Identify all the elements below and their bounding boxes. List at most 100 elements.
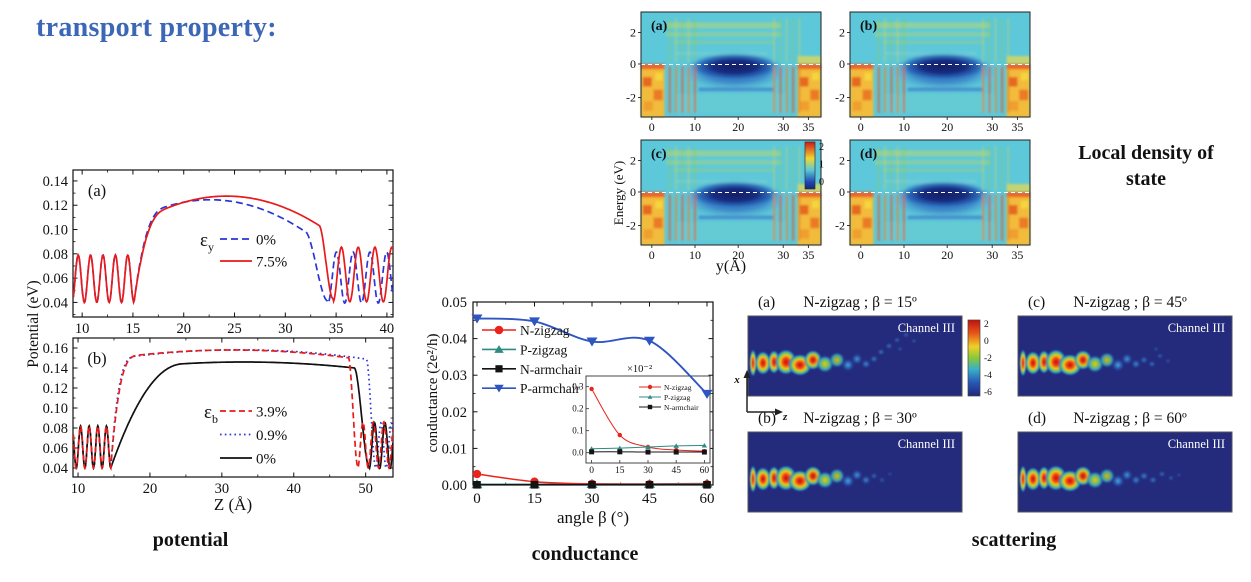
y-axis-label: Potential (eV) bbox=[25, 280, 42, 367]
ldos-panel-(b): (b) bbox=[849, 11, 1031, 118]
panel-label: (d) bbox=[1028, 410, 1046, 427]
panel-label: (a) bbox=[88, 181, 106, 200]
tick-label: 30 bbox=[215, 481, 230, 497]
tick-label: 0 bbox=[649, 120, 655, 134]
tick-label: 10 bbox=[689, 120, 701, 134]
y-axis-label: Energy (eV) bbox=[611, 161, 626, 225]
tick-label: 0 bbox=[473, 491, 481, 507]
ldos-title-line1: Local density of bbox=[1078, 142, 1214, 164]
channel-label: Channel III bbox=[1168, 321, 1225, 335]
colorbar-tick: 0 bbox=[819, 177, 824, 188]
legend-label: 0% bbox=[256, 452, 276, 468]
tick-label: 50 bbox=[358, 481, 373, 497]
inset-scale-label: ×10⁻² bbox=[627, 364, 652, 375]
ldos-figure: (a)20-20 10 20 30 35(b)20-20 10 20 30 35(c)20-20… bbox=[611, 11, 1031, 275]
channel-label: Channel III bbox=[898, 321, 955, 335]
conductance-inset: 0.0 0.1 0.2 0.3 0 15 30 45 60 ×10⁻² N-zigzagP-zigz… bbox=[572, 364, 711, 476]
tick-label: 10 bbox=[71, 481, 86, 497]
caption-scattering: scattering bbox=[971, 529, 1057, 551]
series-3.9% bbox=[73, 349, 393, 472]
tick-label: 0.02 bbox=[442, 405, 467, 421]
legend-label: 7.5% bbox=[256, 255, 287, 271]
channel-label: Channel III bbox=[1168, 437, 1225, 451]
panel-title: N-zigzag ; β = 45º bbox=[1073, 294, 1187, 311]
series-0% bbox=[73, 361, 393, 471]
ldos-panel-(a): (a) bbox=[640, 11, 822, 118]
legend-label: N-armchair bbox=[520, 362, 583, 377]
panel-label: (c) bbox=[1028, 294, 1045, 311]
tick-label: -2 bbox=[835, 91, 845, 105]
scattering-panel-(c): Channel III bbox=[1017, 315, 1233, 397]
tick-label: 0.08 bbox=[43, 247, 68, 263]
tick-label: 60 bbox=[700, 466, 710, 476]
panel-title: N-zigzag ; β = 60º bbox=[1073, 410, 1187, 427]
tick-label: 0.06 bbox=[43, 271, 68, 287]
ldos-panel-(d): (d) bbox=[849, 139, 1031, 246]
channel-label: Channel III bbox=[898, 437, 955, 451]
legend-label: P-armchair bbox=[520, 381, 580, 396]
tick-label: 2 bbox=[630, 153, 636, 167]
tick-label: -2 bbox=[626, 91, 636, 105]
tick-label: 10 bbox=[898, 120, 910, 134]
panel-label: (d) bbox=[860, 147, 877, 162]
tick-label: 0 bbox=[589, 466, 594, 476]
scattering-panel-(d): Channel III bbox=[1017, 431, 1233, 513]
panel-label: (b) bbox=[758, 410, 776, 427]
panel-label: (b) bbox=[87, 349, 106, 368]
page-title: transport property: bbox=[36, 12, 277, 43]
tick-label: 35 bbox=[1011, 248, 1023, 262]
tick-label: 0.01 bbox=[442, 441, 467, 457]
x-axis-arrow-label: x bbox=[733, 374, 740, 386]
tick-label: 30 bbox=[278, 321, 293, 337]
ldos-panel-(c): (c) bbox=[640, 139, 822, 246]
scattering-colorbar bbox=[967, 319, 981, 397]
caption-potential: potential bbox=[152, 529, 229, 551]
tick-label: 20 bbox=[732, 120, 744, 134]
tick-label: -2 bbox=[626, 219, 636, 233]
tick-label: 10 bbox=[75, 321, 90, 337]
tick-label: 0.12 bbox=[43, 381, 68, 397]
tick-label: 0 bbox=[630, 57, 636, 71]
scattering-panel-(a): Channel III bbox=[747, 315, 963, 397]
tick-label: 25 bbox=[227, 321, 242, 337]
tick-label: 30 bbox=[986, 120, 998, 134]
ldos-title: Local density of state bbox=[1042, 140, 1250, 192]
potential-figure: 10 15 20 25 30 35 40 0.04 0.06 0.08 0.10 0.12 0.14 (a… bbox=[25, 169, 395, 514]
tick-label: 40 bbox=[380, 321, 395, 337]
tick-label: 45 bbox=[642, 491, 657, 507]
scattering-panel-(b): Channel III bbox=[747, 431, 963, 513]
tick-label: 2 bbox=[839, 153, 845, 167]
legend-label: 0% bbox=[256, 233, 276, 249]
tick-label: 0.06 bbox=[43, 441, 68, 457]
tick-label: 15 bbox=[615, 466, 625, 476]
series-7.5% bbox=[73, 195, 393, 305]
tick-label: 0.04 bbox=[442, 332, 468, 348]
x-axis-label: angle β (°) bbox=[557, 508, 629, 527]
colorbar-tick: 1 bbox=[819, 160, 824, 171]
tick-label: 20 bbox=[732, 248, 744, 262]
tick-label: 0 bbox=[839, 57, 845, 71]
panel-label: (a) bbox=[651, 19, 668, 34]
legend(b): εb 3.9% 0.9% 0% bbox=[204, 402, 287, 468]
tick-label: 35 bbox=[802, 248, 814, 262]
tick-label: 15 bbox=[126, 321, 141, 337]
tick-label: 2 bbox=[839, 25, 845, 39]
legend-label: P-zigzag bbox=[520, 342, 567, 357]
colorbar-tick: -6 bbox=[984, 388, 992, 398]
series-0% bbox=[73, 198, 393, 305]
tick-label: 0.05 bbox=[442, 295, 467, 311]
tick-label: 0.00 bbox=[442, 478, 467, 494]
colorbar-tick: -2 bbox=[984, 354, 992, 364]
inset-legend-label: P-zigzag bbox=[664, 393, 690, 402]
y-axis-label: conductance (2e²/h) bbox=[425, 333, 441, 452]
tick-label: 10 bbox=[689, 248, 701, 262]
tick-label: 15 bbox=[527, 491, 542, 507]
tick-label: 20 bbox=[941, 248, 953, 262]
axes-arrows: xz bbox=[733, 370, 788, 423]
tick-label: 10 bbox=[898, 248, 910, 262]
caption-conductance: conductance bbox=[531, 543, 639, 565]
tick-label: 0.2 bbox=[572, 404, 583, 414]
